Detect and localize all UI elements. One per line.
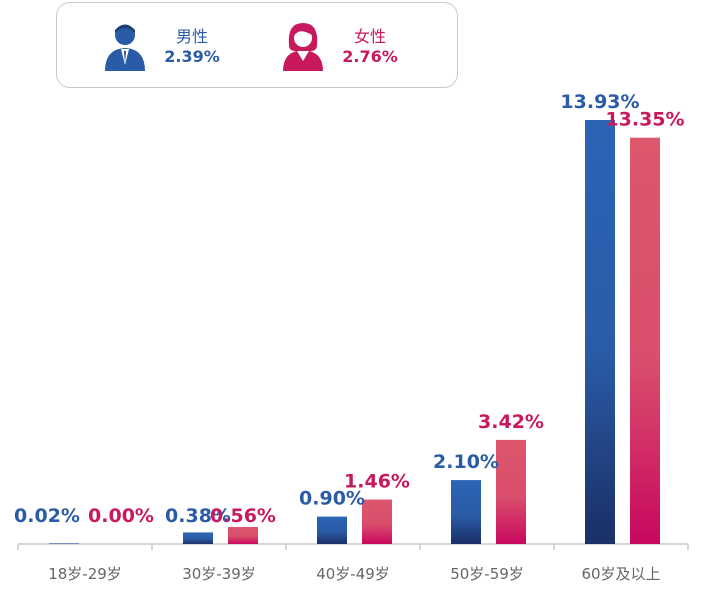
male-bar <box>183 532 213 544</box>
male-bar <box>49 543 79 544</box>
male-bar <box>317 516 347 544</box>
female-data-label: 0.00% <box>88 505 154 527</box>
male-bar <box>451 480 481 544</box>
female-data-label: 0.56% <box>210 505 276 527</box>
female-bar <box>496 439 526 544</box>
male-avatar-icon <box>105 24 145 71</box>
female-bar <box>362 499 392 544</box>
x-tick-label: 60岁及以上 <box>581 565 660 583</box>
male-data-label: 0.90% <box>299 488 365 510</box>
legend-male-value: 2.39% <box>164 47 220 66</box>
female-bar <box>228 526 258 544</box>
male-bar <box>585 120 615 544</box>
male-data-label: 13.93% <box>560 91 639 113</box>
female-data-label: 13.35% <box>605 109 684 131</box>
female-avatar-icon <box>283 23 323 71</box>
female-data-label: 3.42% <box>478 411 544 433</box>
legend-female-value: 2.76% <box>342 47 398 66</box>
legend-male-label: 男性 <box>175 27 208 46</box>
male-data-label: 0.02% <box>14 505 80 527</box>
x-tick-label: 50岁-59岁 <box>450 565 524 583</box>
legend-box: 男性 2.39% 女性 2.76% <box>56 2 458 88</box>
x-tick-label: 40岁-49岁 <box>316 565 390 583</box>
legend-female-label: 女性 <box>353 27 386 46</box>
x-tick-label: 18岁-29岁 <box>48 565 122 583</box>
x-tick-label: 30岁-39岁 <box>182 565 256 583</box>
male-data-label: 0.38% <box>165 505 231 527</box>
male-data-label: 2.10% <box>433 451 499 473</box>
female-bar <box>630 137 660 544</box>
female-data-label: 1.46% <box>344 471 410 493</box>
